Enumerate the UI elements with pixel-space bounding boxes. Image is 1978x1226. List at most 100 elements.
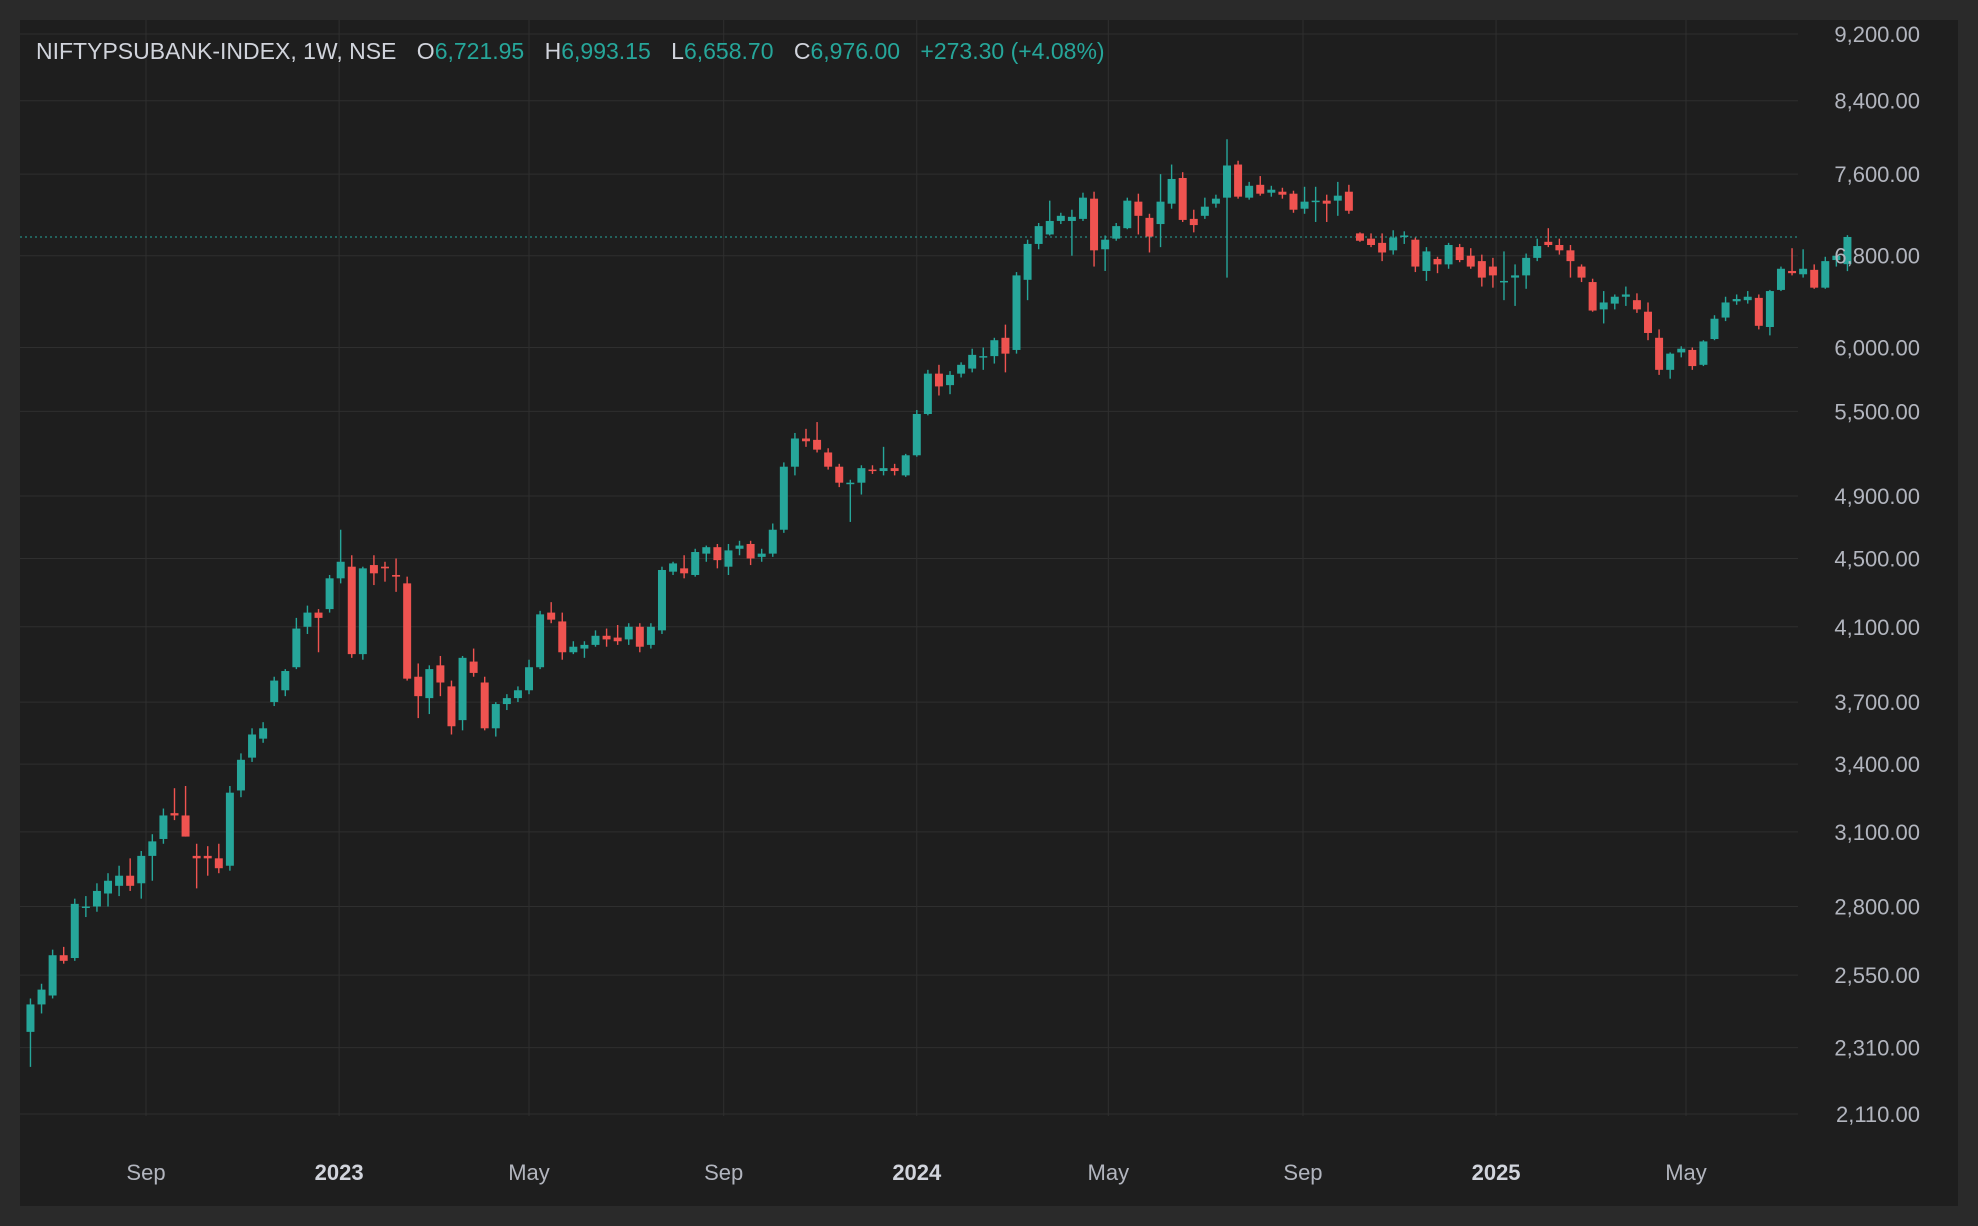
candle[interactable] bbox=[292, 617, 301, 670]
candle[interactable] bbox=[1134, 193, 1143, 235]
candle[interactable] bbox=[901, 453, 910, 477]
candle[interactable] bbox=[536, 610, 545, 670]
candle[interactable] bbox=[1034, 223, 1043, 250]
candlestick-chart[interactable]: 9,200.00 8,400.00 7,600.00 6,800.00 6,000.00… bbox=[20, 20, 1958, 1206]
candle[interactable] bbox=[591, 630, 600, 647]
candle[interactable] bbox=[580, 641, 589, 658]
candle[interactable] bbox=[835, 463, 844, 488]
candle[interactable] bbox=[126, 858, 135, 891]
candle[interactable] bbox=[1533, 238, 1542, 262]
candle[interactable] bbox=[480, 676, 489, 731]
candle[interactable] bbox=[1555, 238, 1564, 255]
candle[interactable] bbox=[1666, 352, 1675, 379]
candle[interactable] bbox=[934, 364, 943, 396]
candle[interactable] bbox=[1610, 294, 1619, 310]
candle[interactable] bbox=[1355, 232, 1364, 242]
candle[interactable] bbox=[1688, 347, 1697, 370]
candle[interactable] bbox=[325, 574, 334, 613]
candle[interactable] bbox=[70, 898, 79, 961]
candle[interactable] bbox=[236, 753, 245, 798]
candle[interactable] bbox=[436, 655, 445, 697]
candle[interactable] bbox=[912, 409, 921, 457]
candle[interactable] bbox=[414, 663, 423, 719]
candle[interactable] bbox=[1200, 197, 1209, 219]
candle[interactable] bbox=[1466, 248, 1475, 269]
candle[interactable] bbox=[957, 362, 966, 378]
candle[interactable] bbox=[336, 529, 345, 584]
candle[interactable] bbox=[1444, 242, 1453, 269]
candle[interactable] bbox=[968, 348, 977, 373]
candle[interactable] bbox=[1743, 291, 1752, 304]
candle[interactable] bbox=[1788, 248, 1797, 276]
candle[interactable] bbox=[1167, 164, 1176, 209]
candle[interactable] bbox=[691, 548, 700, 577]
candle[interactable] bbox=[1577, 264, 1586, 283]
candle[interactable] bbox=[1699, 340, 1708, 367]
candle[interactable] bbox=[1311, 186, 1320, 222]
candle[interactable] bbox=[403, 576, 412, 681]
candle[interactable] bbox=[1499, 251, 1508, 301]
candle[interactable] bbox=[1123, 197, 1132, 230]
candle[interactable] bbox=[1799, 249, 1808, 278]
candle[interactable] bbox=[1566, 244, 1575, 278]
candle[interactable] bbox=[1378, 233, 1387, 262]
candle[interactable] bbox=[203, 846, 212, 876]
candle[interactable] bbox=[946, 371, 955, 395]
candle[interactable] bbox=[1289, 190, 1298, 213]
candle[interactable] bbox=[1754, 294, 1763, 330]
candle[interactable] bbox=[270, 676, 279, 707]
candle[interactable] bbox=[104, 873, 113, 907]
candle[interactable] bbox=[613, 624, 622, 645]
candle[interactable] bbox=[1455, 243, 1464, 263]
candle[interactable] bbox=[425, 665, 434, 715]
candle[interactable] bbox=[1632, 293, 1641, 313]
candle[interactable] bbox=[148, 834, 157, 881]
candle[interactable] bbox=[1245, 181, 1254, 200]
candle[interactable] bbox=[513, 686, 522, 703]
candle[interactable] bbox=[1234, 160, 1243, 199]
candle[interactable] bbox=[1001, 324, 1010, 373]
candle[interactable] bbox=[347, 555, 356, 658]
candle[interactable] bbox=[1078, 192, 1087, 221]
candle[interactable] bbox=[868, 465, 877, 474]
candle[interactable] bbox=[1810, 264, 1819, 289]
candle[interactable] bbox=[92, 883, 101, 912]
candle[interactable] bbox=[192, 843, 201, 889]
candle[interactable] bbox=[48, 949, 57, 999]
chart-panel[interactable]: 9,200.00 8,400.00 7,600.00 6,800.00 6,000.00… bbox=[20, 20, 1958, 1206]
candle[interactable] bbox=[1223, 139, 1231, 278]
candle[interactable] bbox=[813, 422, 822, 453]
candle[interactable] bbox=[702, 545, 711, 562]
candle[interactable] bbox=[1389, 230, 1398, 255]
candle[interactable] bbox=[890, 463, 899, 476]
candle[interactable] bbox=[1344, 184, 1353, 214]
candle[interactable] bbox=[1765, 289, 1774, 336]
candle[interactable] bbox=[303, 605, 312, 634]
candle[interactable] bbox=[469, 648, 478, 677]
candle[interactable] bbox=[59, 946, 68, 964]
candle[interactable] bbox=[979, 347, 988, 370]
candle[interactable] bbox=[669, 561, 678, 575]
candle[interactable] bbox=[724, 543, 733, 575]
candle[interactable] bbox=[857, 465, 866, 495]
candle[interactable] bbox=[680, 555, 689, 579]
candle[interactable] bbox=[1422, 247, 1431, 281]
candle[interactable] bbox=[525, 659, 534, 695]
candle[interactable] bbox=[1023, 239, 1032, 301]
candle[interactable] bbox=[1644, 302, 1653, 341]
candle[interactable] bbox=[1544, 228, 1553, 248]
candle[interactable] bbox=[1090, 191, 1099, 267]
candle[interactable] bbox=[1843, 235, 1852, 272]
candle[interactable] bbox=[1400, 231, 1409, 244]
candle[interactable] bbox=[1045, 200, 1054, 236]
candle[interactable] bbox=[1721, 296, 1730, 322]
candle[interactable] bbox=[713, 543, 722, 569]
candle[interactable] bbox=[447, 680, 456, 735]
candle[interactable] bbox=[923, 369, 932, 416]
candle[interactable] bbox=[358, 566, 367, 660]
candle[interactable] bbox=[1488, 257, 1497, 288]
candle[interactable] bbox=[26, 998, 35, 1067]
candle[interactable] bbox=[602, 628, 611, 647]
candle[interactable] bbox=[1178, 172, 1187, 222]
candle[interactable] bbox=[1145, 213, 1154, 253]
